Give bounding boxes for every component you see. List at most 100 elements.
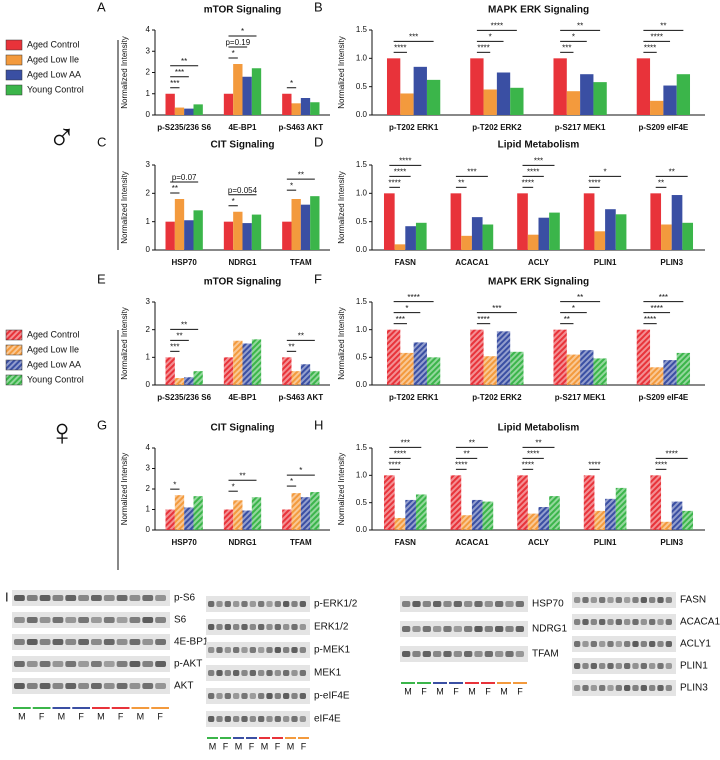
legend-swatch [5, 54, 23, 66]
blot-band [142, 683, 154, 689]
bar [174, 495, 185, 530]
blot-band [208, 624, 215, 630]
blot-band [291, 670, 298, 676]
blot-band [233, 716, 240, 722]
significance-label: **** [394, 167, 406, 176]
y-axis-label: Normalized Intensity [337, 36, 346, 108]
significance-label: ** [288, 342, 294, 351]
lane-label: M [436, 686, 444, 696]
blot-band [283, 716, 290, 722]
y-axis-label: Normalized Intensity [120, 36, 129, 108]
y-tick-label: 2 [146, 325, 151, 334]
male-symbol: ♂ [48, 117, 77, 159]
blot-band [116, 639, 128, 645]
blot-band [65, 683, 77, 689]
panel-letter: B [314, 0, 323, 14]
blot-band [274, 716, 281, 722]
blot-band [495, 601, 504, 607]
blot-band [599, 663, 606, 669]
blot-band [582, 685, 589, 691]
x-tick-label: NDRG1 [228, 538, 257, 547]
blot-band [65, 661, 77, 667]
blot-band [607, 619, 614, 625]
bar [251, 214, 262, 250]
lane-label: M [500, 686, 508, 696]
legend-swatch [5, 329, 23, 341]
lane-label: F [157, 711, 163, 721]
lane-label: F [301, 741, 307, 751]
x-tick-label: ACACA1 [455, 538, 489, 547]
blot-band [65, 617, 77, 623]
blot-band [599, 597, 606, 603]
bar [300, 204, 311, 250]
blot-band [233, 601, 240, 607]
y-tick-label: 1.0 [356, 188, 368, 197]
bar [193, 104, 203, 115]
blot-band [474, 601, 483, 607]
blot-band [632, 685, 639, 691]
significance-label: * [232, 482, 235, 491]
blot-band [65, 595, 77, 601]
significance-label: * [173, 480, 176, 489]
panel-letter: C [97, 134, 106, 149]
bar [282, 509, 292, 530]
y-tick-label: 3 [146, 160, 151, 169]
blot-band [249, 647, 256, 653]
blot-band [52, 617, 64, 623]
lane-label: F [39, 711, 45, 721]
blot-band [155, 639, 166, 645]
lane-label: M [58, 711, 66, 721]
bar [310, 196, 320, 250]
blot-band [233, 693, 240, 699]
blot-band [116, 595, 128, 601]
blot-label: p-S6 [174, 593, 196, 604]
bar [615, 487, 627, 530]
chart-title: Lipid Metabolism [498, 423, 580, 434]
significance-label: *** [396, 315, 405, 324]
y-tick-label: 1.0 [356, 470, 368, 479]
blot-label: p-eIF4E [314, 691, 350, 702]
blot-band [495, 626, 504, 632]
blot-band [233, 624, 240, 630]
y-axis-label: Normalized Intensity [120, 171, 129, 243]
blot-band [299, 601, 306, 607]
x-tick-label: HSP70 [171, 258, 197, 267]
significance-label: **** [644, 43, 656, 52]
blot-band [624, 663, 631, 669]
significance-label: *** [659, 293, 668, 302]
x-tick-label: PLIN1 [594, 258, 617, 267]
bar [251, 339, 262, 385]
blot-band [129, 683, 141, 689]
significance-label: **** [477, 315, 489, 324]
bar [174, 199, 185, 250]
blot-label: ACACA1 [680, 617, 720, 628]
bar [426, 357, 441, 385]
bar [650, 475, 662, 530]
bar [233, 500, 243, 530]
blot-band [615, 663, 622, 669]
blot-band [283, 601, 290, 607]
bar [415, 222, 427, 250]
lane-bar [92, 707, 110, 709]
blot-band [14, 683, 25, 689]
blot-label: ACLY1 [680, 639, 711, 650]
bar [184, 108, 194, 115]
blot-band [402, 651, 411, 657]
blot-band [574, 685, 581, 691]
blot-band [599, 641, 606, 647]
y-axis-label: Normalized Intensity [120, 453, 129, 525]
significance-label: ** [239, 471, 245, 480]
bar [663, 85, 677, 115]
blot-band [422, 601, 431, 607]
significance-label: **** [388, 460, 400, 469]
x-tick-label: p-S235/236 S6 [157, 393, 211, 402]
y-tick-label: 0.0 [356, 110, 368, 119]
y-tick-label: 0.0 [356, 380, 368, 389]
significance-label: ** [658, 178, 664, 187]
significance-label: **** [455, 460, 467, 469]
blot-band [640, 597, 647, 603]
lane-label: M [137, 711, 145, 721]
blot-band [574, 663, 581, 669]
y-tick-label: 0 [146, 380, 151, 389]
bar [415, 494, 427, 530]
